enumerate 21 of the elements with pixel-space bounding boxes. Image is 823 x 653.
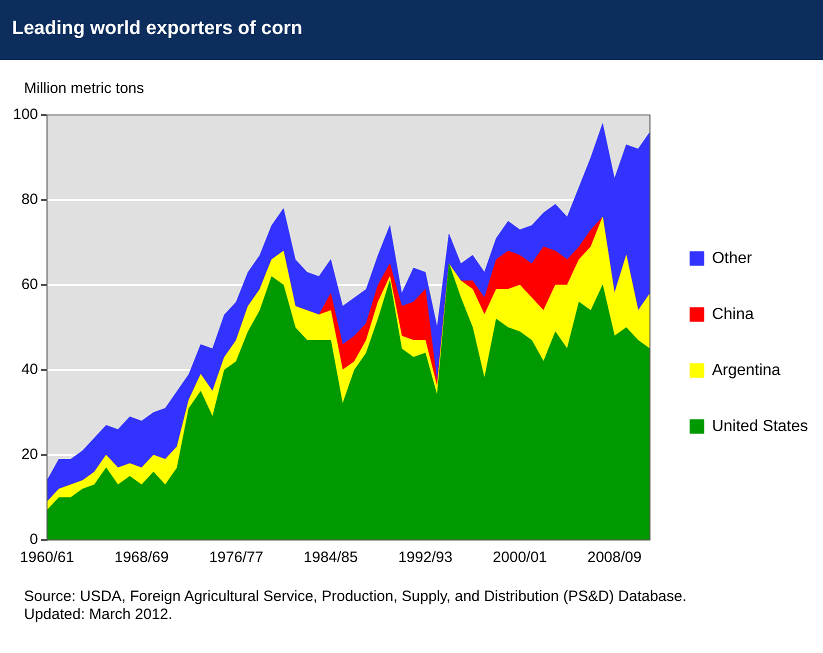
legend-label: Other: [712, 250, 753, 267]
x-tick-label: 1984/85: [304, 549, 358, 566]
x-tick-label: 1992/93: [398, 549, 452, 566]
x-tick-label: 1960/61: [20, 549, 74, 566]
x-tick-label: 1968/69: [114, 549, 169, 566]
legend-label: Argentina: [712, 362, 781, 379]
y-tick-label: 20: [21, 446, 38, 464]
legend-label: China: [712, 306, 754, 323]
y-tick-label: 80: [21, 191, 38, 208]
legend-label: United States: [712, 418, 808, 435]
y-tick-label: 40: [21, 361, 38, 378]
y-axis-title: Million metric tons: [24, 80, 144, 97]
y-tick-label: 60: [21, 276, 38, 294]
y-tick-label: 0: [30, 531, 38, 548]
y-tick-label: 100: [12, 106, 38, 124]
x-tick-label: 2000/01: [492, 549, 548, 566]
x-tick-label: 1976/77: [209, 549, 264, 566]
text: Updated: March 2012.: [24, 606, 174, 624]
chart-title: Leading world exporters of corn: [0, 0, 823, 60]
x-tick-label: 2008/09: [587, 549, 642, 566]
source-note: Source: USDA, Foreign Agricultural Service, Production, Supply, and Distribution (PS&D) Database.: [24, 588, 688, 606]
